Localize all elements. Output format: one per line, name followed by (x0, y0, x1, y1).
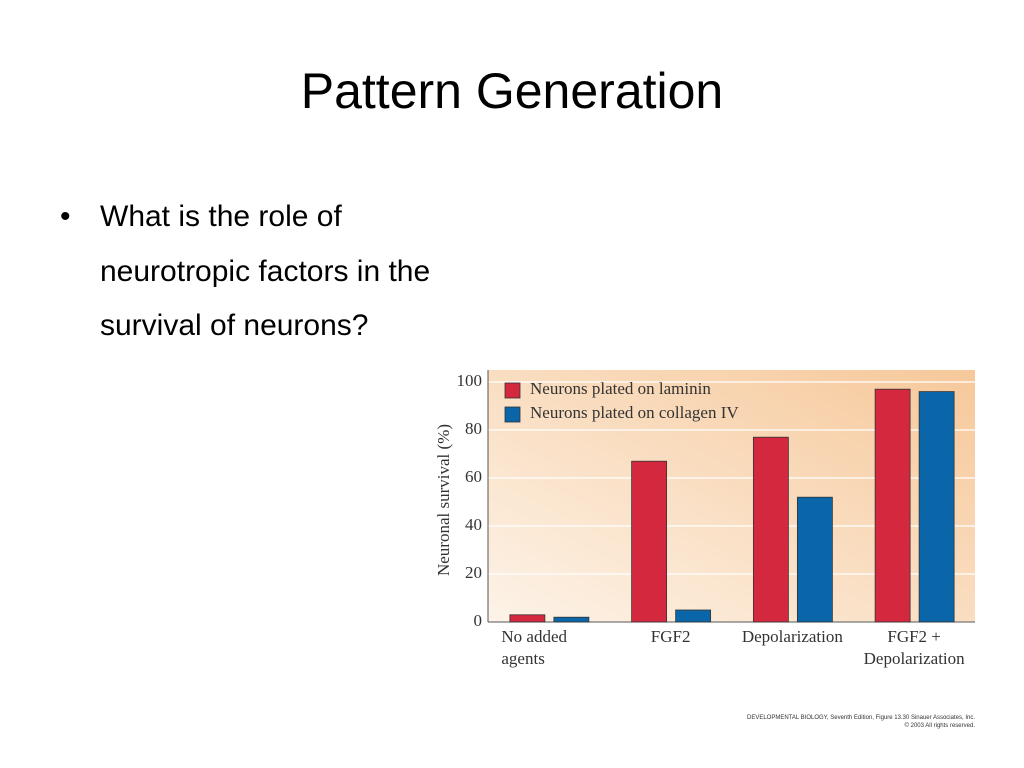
legend-label: Neurons plated on laminin (530, 379, 711, 398)
credit-line: DEVELOPMENTAL BIOLOGY, Seventh Edition, … (746, 715, 975, 721)
y-tick-label: 100 (457, 371, 483, 390)
bullet: • What is the role of neurotropic factors… (60, 190, 460, 354)
bullet-text: What is the role of neurotropic factors … (100, 200, 431, 343)
bar (874, 388, 911, 623)
bar (631, 460, 668, 623)
bar (553, 616, 590, 623)
x-tick-label: No added agents (501, 627, 567, 668)
legend-swatch (504, 382, 521, 399)
slide-title: Pattern Generation (300, 63, 724, 119)
credit-line: © 2003 All rights reserved. (904, 723, 975, 729)
bullet-dot: • (60, 200, 71, 233)
credit: DEVELOPMENTAL BIOLOGY, Seventh Edition, … (700, 714, 975, 730)
y-tick-label: 80 (465, 419, 482, 438)
bar (752, 436, 789, 623)
legend-label: Neurons plated on collagen IV (530, 403, 739, 422)
bar (509, 614, 546, 623)
y-tick-label: 40 (465, 515, 482, 534)
x-tick-label: FGF2 + Depolarization (863, 627, 965, 668)
bar (918, 391, 955, 623)
y-tick-label: 60 (465, 467, 482, 486)
y-axis-label: Neuronal survival (%) (434, 424, 453, 576)
y-tick-label: 20 (465, 563, 482, 582)
y-tick-label: 0 (474, 611, 483, 630)
x-tick-label: FGF2 (650, 627, 691, 646)
x-tick-label: Depolarization (741, 627, 843, 646)
legend-swatch (504, 406, 521, 423)
bar (675, 609, 712, 623)
bar (796, 496, 833, 623)
